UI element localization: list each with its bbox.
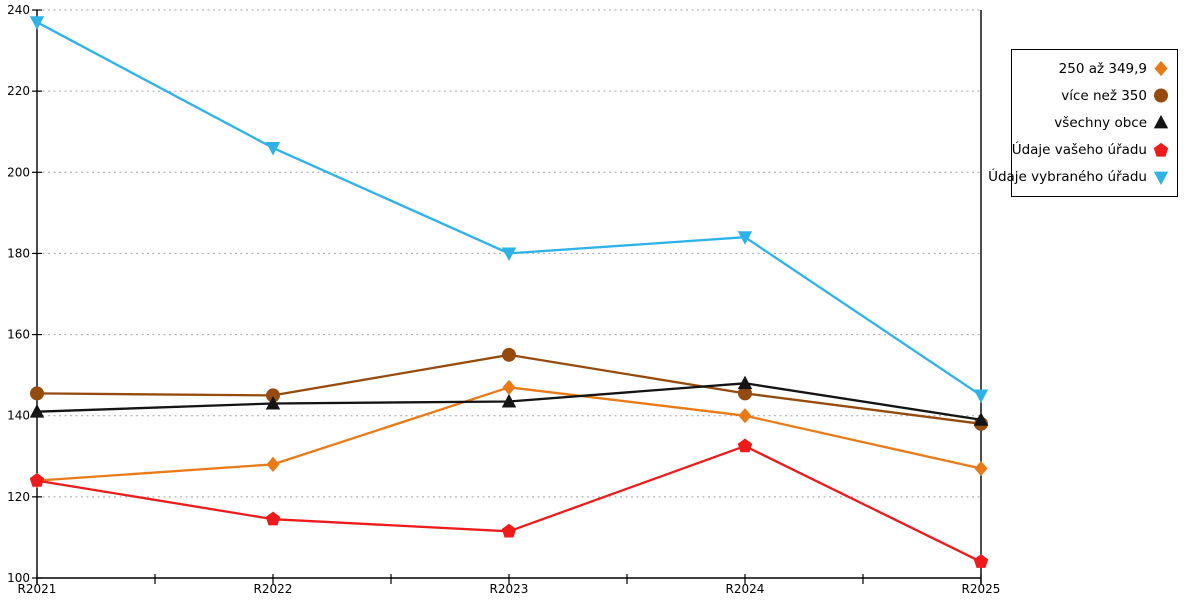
data-point [738,386,752,401]
legend-item: více než 350 [1016,87,1170,104]
data-point [737,438,753,453]
y-tick-label: 220 [7,84,30,98]
y-tick-label: 180 [7,246,30,260]
data-point [737,375,753,390]
circle-icon [1154,88,1168,103]
data-point [502,347,516,362]
legend-item: 250 až 349,9 [1016,60,1170,77]
y-tick-label: 240 [7,3,30,17]
y-tick-label: 140 [7,409,30,423]
data-point [737,231,753,245]
x-tick-label: R2022 [254,582,293,596]
legend-marker-shape [1154,60,1168,77]
series-line [35,444,983,563]
x-tick-label: R2025 [962,582,1001,596]
data-point [266,456,280,472]
data-point [973,554,989,568]
legend-item: všechny obce [1016,114,1170,131]
series-line [35,21,983,397]
data-point [738,408,752,424]
x-tick-label: R2023 [490,582,529,596]
data-point [265,511,281,526]
legend: 250 až 349,9 více než 350 všechny obce Údaj… [988,49,1178,197]
x-tick-label: R2021 [18,582,57,596]
data-point [29,404,45,418]
data-point [501,247,517,262]
data-point [501,523,517,538]
y-tick-label: 100 [7,571,30,585]
legend-label: Údaje vybraného úřadu [988,169,1147,186]
legend-marker-shape [1153,142,1169,157]
data-point [501,393,517,408]
data-point [266,388,280,403]
triangle-down-icon [1153,171,1169,185]
legend-label: všechny obce [1054,114,1147,131]
data-point [974,460,988,477]
data-point [265,395,281,410]
legend-item: Údaje vybraného úřadu [988,169,1170,186]
legend-marker-shape [1153,171,1169,185]
pentagon-icon [1153,142,1169,157]
data-point [30,386,44,401]
legend-marker-shape [1154,88,1168,103]
legend-label: Údaje vašeho úřadu [1011,142,1147,159]
legend-label: 250 až 349,9 [1058,60,1147,77]
legend-item: Údaje vašeho úřadu [1012,142,1170,159]
x-tick-label: R2024 [726,582,765,596]
legend-label: více než 350 [1061,87,1147,104]
diamond-icon [1154,60,1168,77]
data-point [502,379,516,395]
legend-marker-shape [1153,115,1169,129]
y-tick-label: 160 [7,328,30,342]
data-point [29,473,45,487]
data-point [973,389,989,404]
data-point [265,142,281,156]
y-tick-label: 120 [7,490,30,504]
data-point [973,412,989,426]
triangle-up-icon [1153,115,1169,129]
y-tick-label: 200 [7,165,30,179]
data-point [29,16,45,30]
